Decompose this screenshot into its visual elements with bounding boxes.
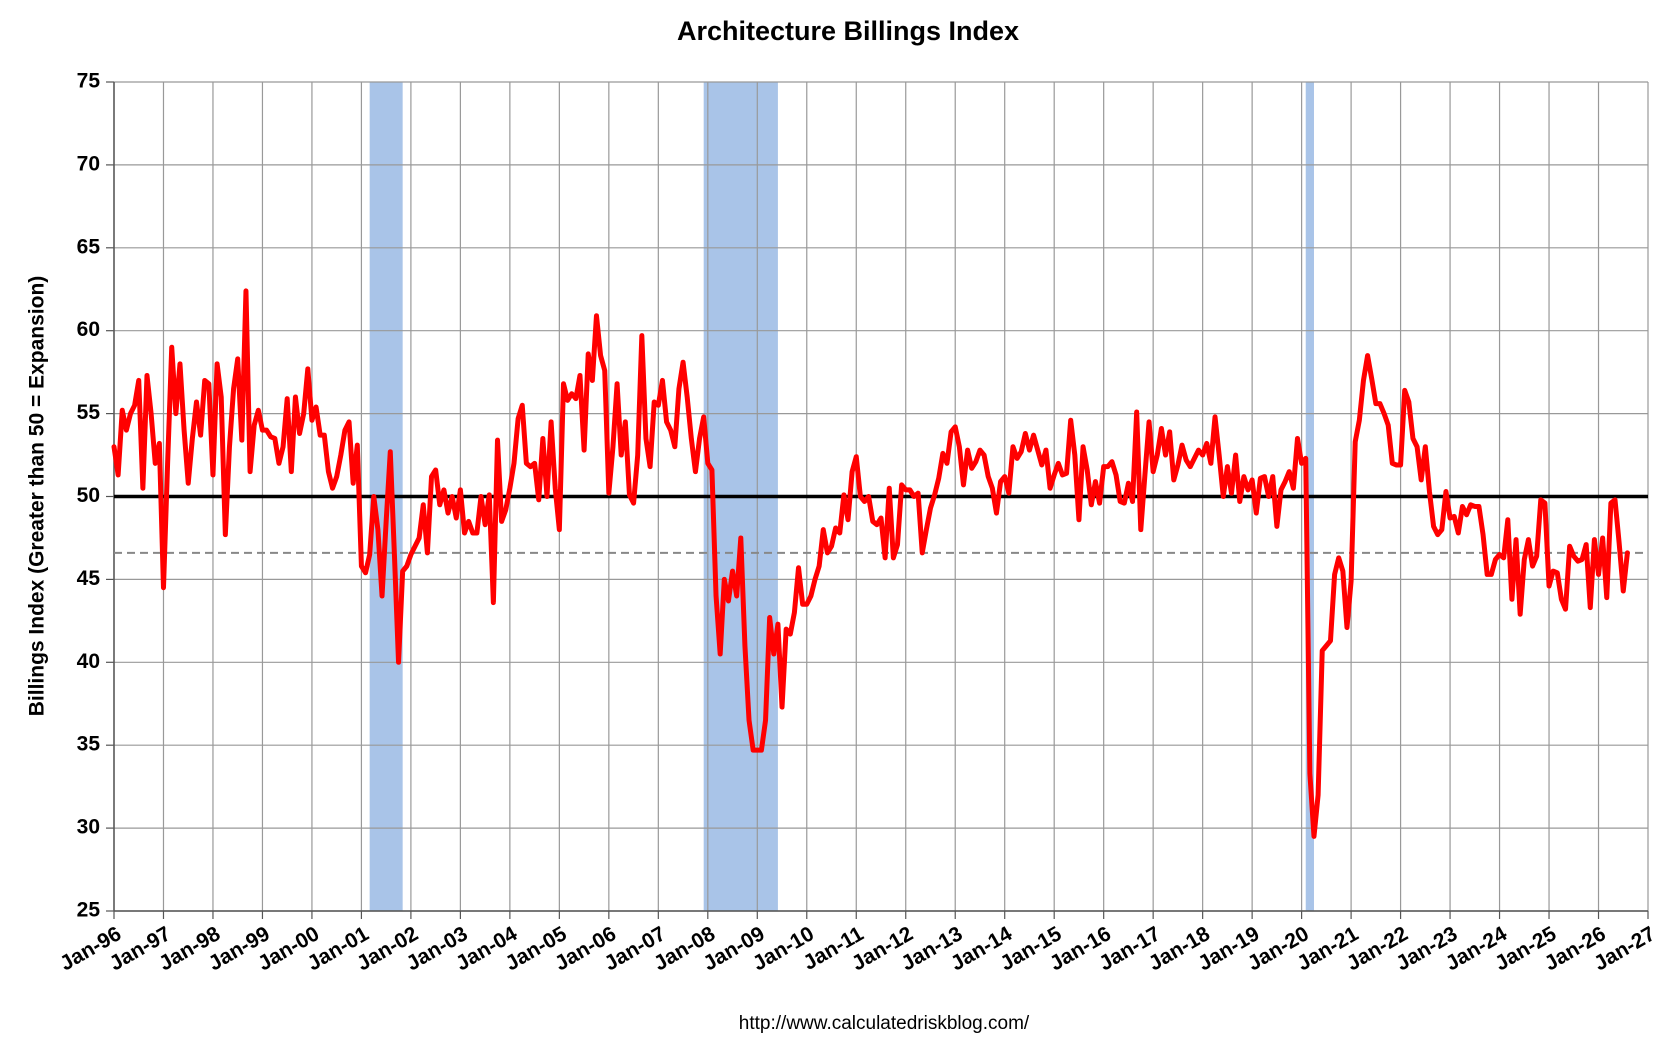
y-tick-label: 75	[77, 70, 101, 93]
y-tick-label: 65	[77, 235, 101, 258]
series-layer	[111, 288, 1630, 839]
chart-title: Architecture Billings Index	[677, 16, 1019, 46]
label-layer: 2530354045505560657075Jan-96Jan-97Jan-98…	[56, 70, 1659, 976]
y-tick-label: 30	[77, 816, 100, 839]
y-tick-label: 70	[77, 152, 100, 175]
series-line	[111, 288, 1630, 839]
y-tick-label: 55	[77, 401, 101, 424]
y-tick-label: 45	[77, 567, 101, 590]
y-tick-label: 25	[77, 899, 101, 922]
grid-layer	[106, 81, 1649, 919]
y-tick-label: 60	[77, 318, 100, 341]
y-tick-label: 35	[77, 733, 101, 756]
y-tick-label: 40	[77, 650, 100, 673]
y-axis-label: Billings Index (Greater than 50 = Expans…	[26, 276, 49, 717]
y-tick-label: 50	[77, 484, 100, 507]
reference-layer	[114, 494, 1648, 554]
source: http://www.calculatedriskblog.com/	[739, 1013, 1030, 1034]
